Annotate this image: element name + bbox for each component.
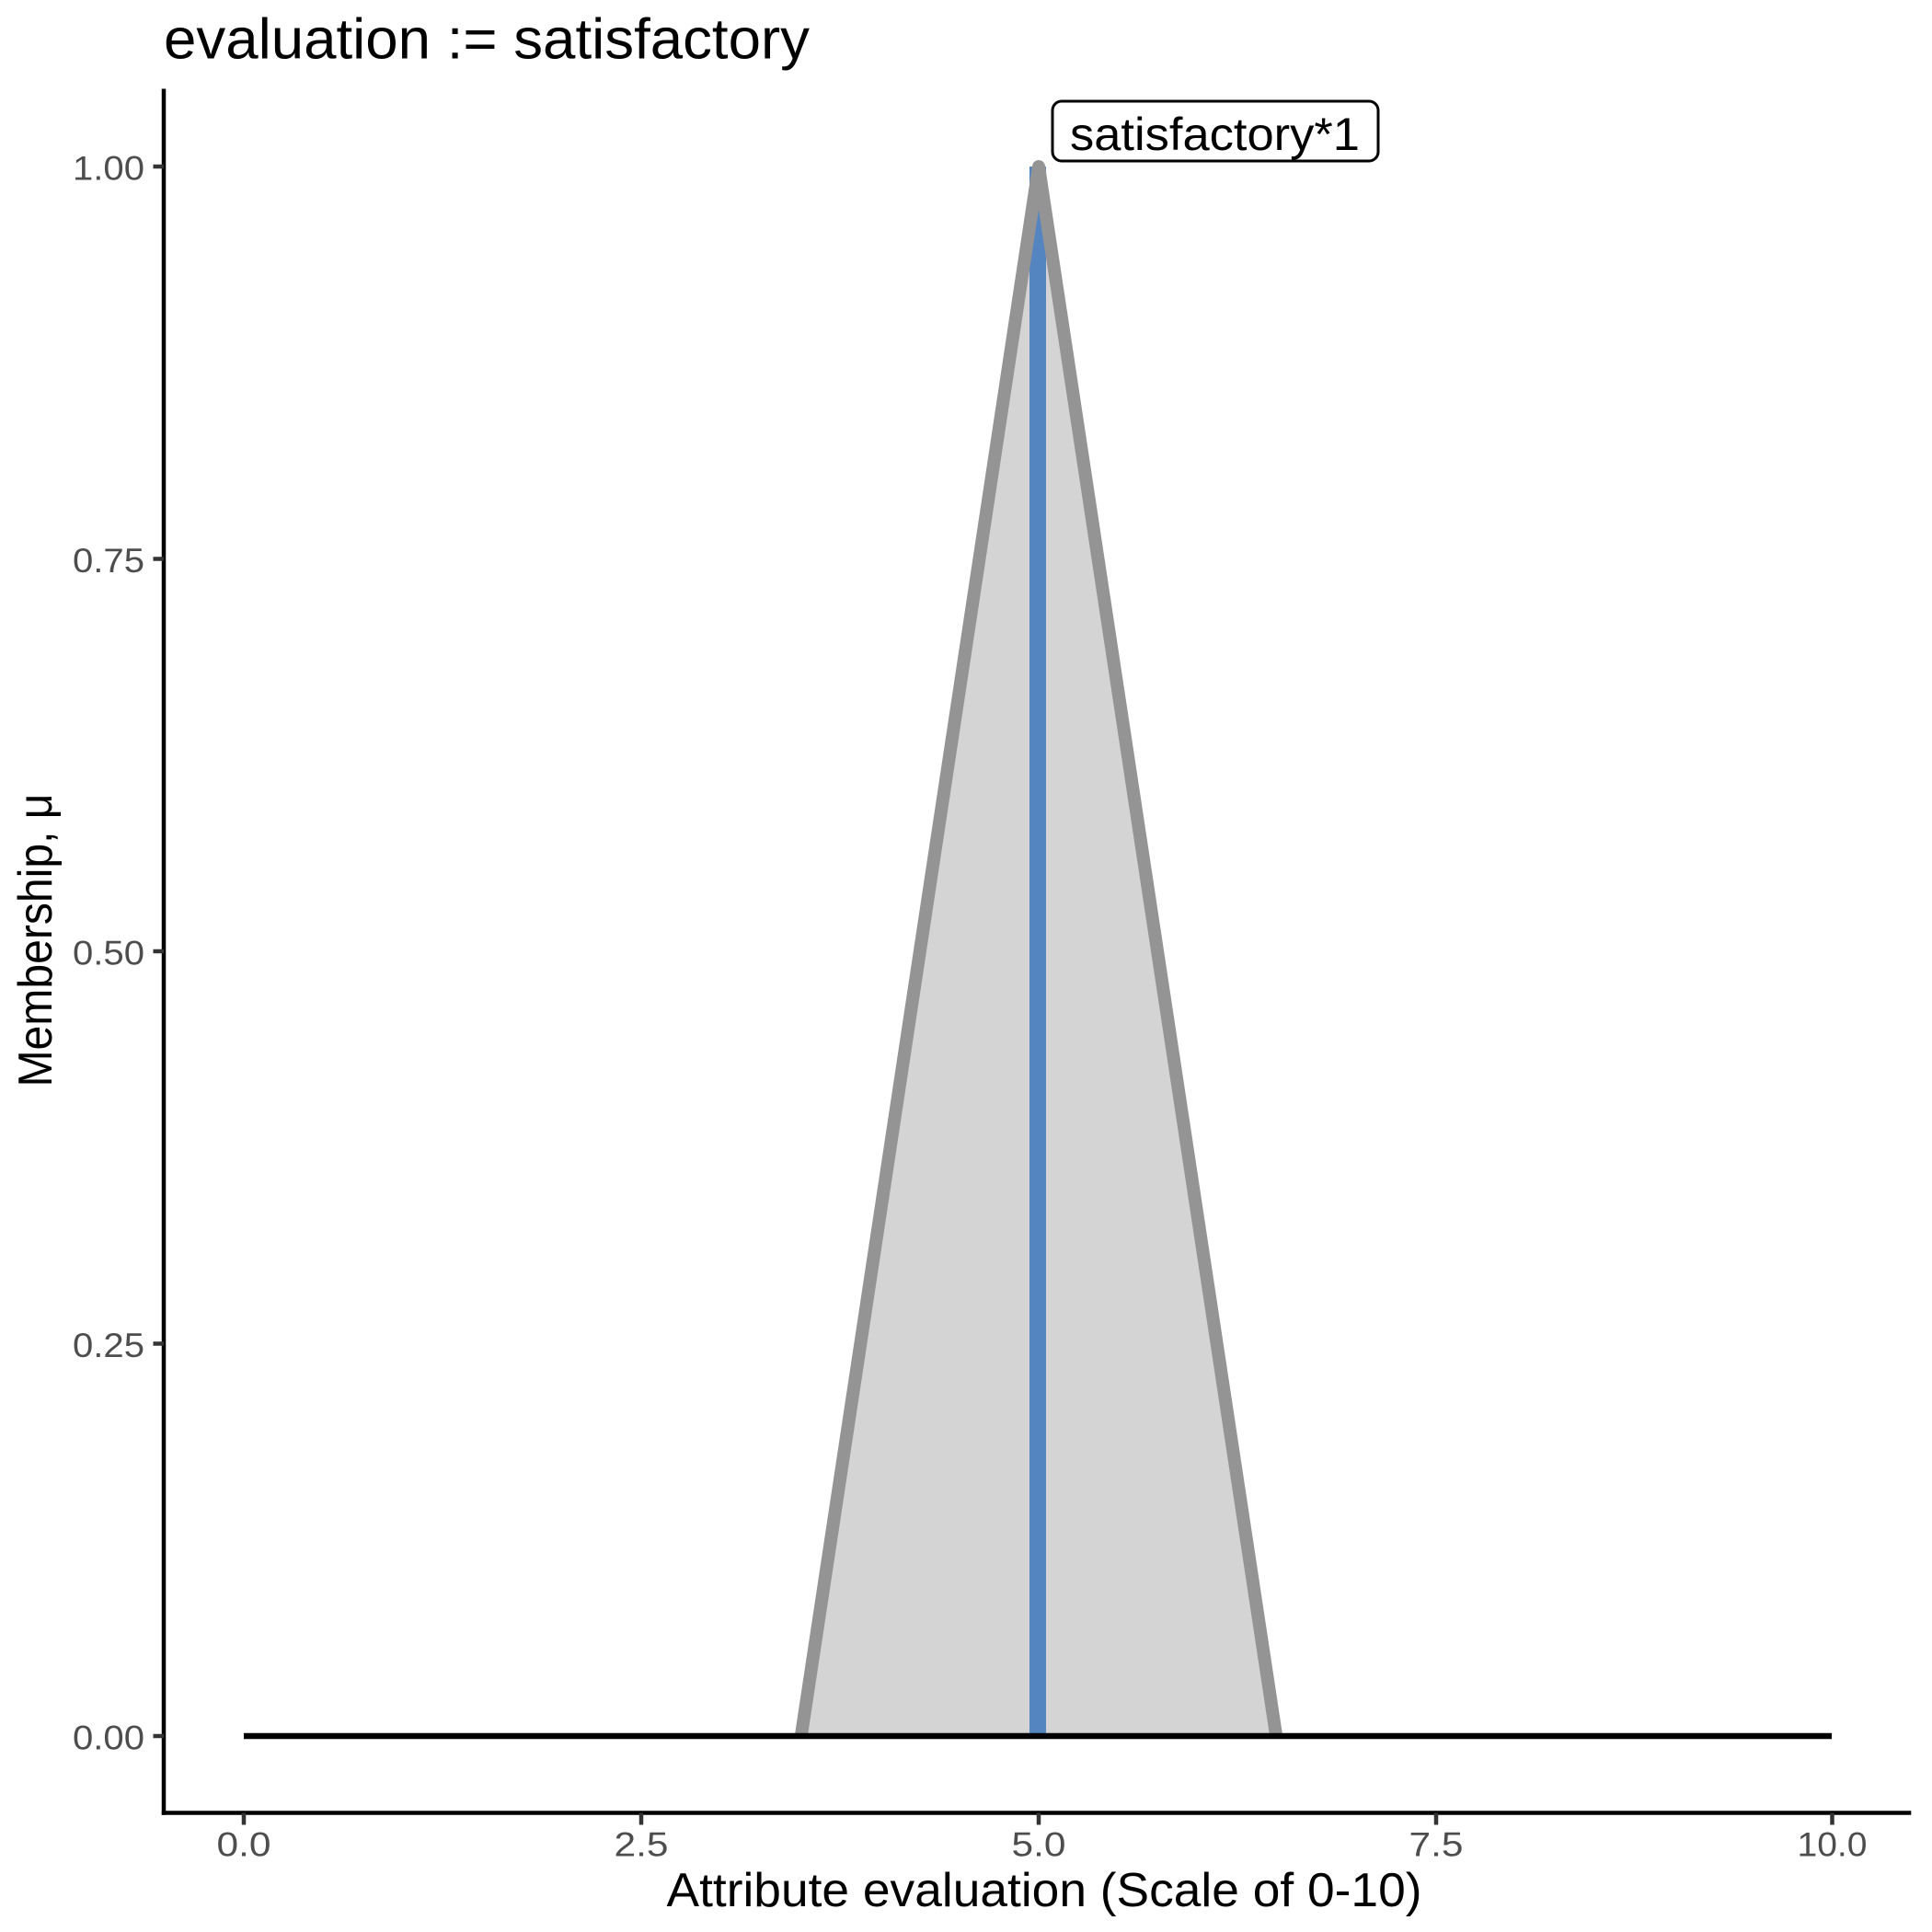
svg-text:7.5: 7.5 xyxy=(1409,1826,1464,1864)
svg-text:0.25: 0.25 xyxy=(73,1327,144,1364)
svg-text:1.00: 1.00 xyxy=(73,150,144,188)
svg-text:0.50: 0.50 xyxy=(73,935,144,972)
svg-text:10.0: 10.0 xyxy=(1798,1826,1868,1864)
svg-text:2.5: 2.5 xyxy=(615,1826,669,1864)
svg-text:Membership, μ: Membership, μ xyxy=(9,794,63,1087)
svg-text:satisfactory*1: satisfactory*1 xyxy=(1070,109,1360,160)
svg-text:evaluation := satisfactory: evaluation := satisfactory xyxy=(164,8,810,72)
svg-text:5.0: 5.0 xyxy=(1012,1826,1066,1864)
svg-text:0.0: 0.0 xyxy=(217,1826,271,1864)
svg-text:0.00: 0.00 xyxy=(73,1719,144,1757)
svg-text:0.75: 0.75 xyxy=(73,542,144,580)
svg-text:Attribute evaluation (Scale of: Attribute evaluation (Scale of 0-10) xyxy=(667,1864,1422,1917)
